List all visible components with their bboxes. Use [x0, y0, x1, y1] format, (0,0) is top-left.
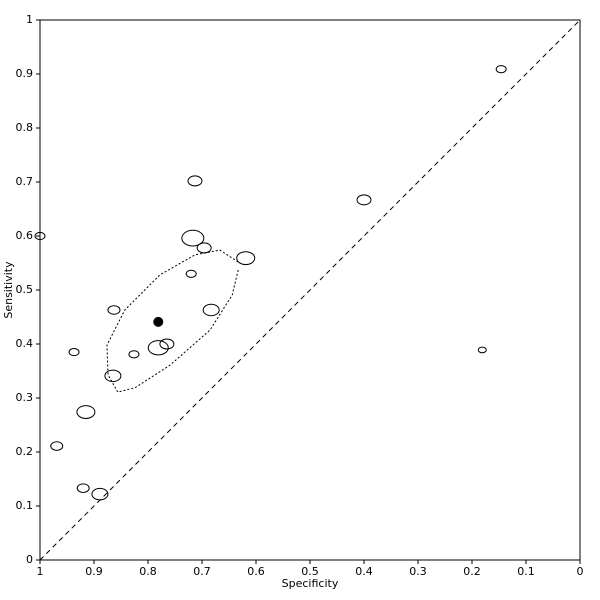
- study-point: [76, 483, 90, 493]
- chance-line: [39, 19, 581, 561]
- x-tick-label: 0.8: [139, 565, 157, 578]
- x-tick-label: 0.3: [409, 565, 427, 578]
- x-tick-label: 0.5: [301, 565, 319, 578]
- y-tick-label: 0: [26, 553, 33, 566]
- y-tick-label: 0.9: [16, 67, 34, 80]
- y-tick-label: 0.5: [16, 283, 34, 296]
- confidence-region: [106, 249, 239, 393]
- x-tick-label: 0.9: [85, 565, 103, 578]
- study-point: [91, 487, 109, 501]
- study-point: [128, 350, 140, 359]
- x-tick-label: 0.6: [247, 565, 265, 578]
- y-axis-label: Sensitivity: [2, 261, 15, 319]
- study-point: [147, 340, 169, 356]
- x-tick-label: 0.7: [193, 565, 211, 578]
- study-point: [477, 346, 487, 354]
- study-point: [356, 194, 372, 206]
- study-point: [68, 348, 80, 357]
- study-point: [196, 242, 212, 254]
- study-point: [181, 229, 205, 247]
- study-point: [187, 175, 203, 187]
- study-point: [34, 231, 46, 241]
- y-tick-label: 0.3: [16, 391, 34, 404]
- summary-point: [153, 316, 164, 327]
- study-point: [104, 369, 122, 383]
- study-point: [50, 441, 64, 451]
- study-point: [202, 303, 220, 317]
- study-point: [236, 251, 256, 266]
- study-point: [185, 269, 197, 278]
- study-point: [76, 405, 96, 419]
- y-tick-label: 0.2: [16, 445, 34, 458]
- x-tick-label: 0.2: [463, 565, 481, 578]
- study-point: [159, 338, 175, 350]
- study-point: [107, 305, 121, 315]
- x-tick-label: 1: [37, 565, 44, 578]
- y-tick-label: 0.6: [16, 229, 34, 242]
- study-point: [495, 65, 507, 74]
- x-axis-label: Specificity: [282, 577, 339, 590]
- y-tick-label: 1: [26, 13, 33, 26]
- x-tick-label: 0.1: [517, 565, 535, 578]
- y-tick-label: 0.7: [16, 175, 34, 188]
- y-tick-label: 0.8: [16, 121, 34, 134]
- x-tick-label: 0: [577, 565, 584, 578]
- y-tick-label: 0.4: [16, 337, 34, 350]
- y-tick-label: 0.1: [16, 499, 34, 512]
- x-tick-label: 0.4: [355, 565, 373, 578]
